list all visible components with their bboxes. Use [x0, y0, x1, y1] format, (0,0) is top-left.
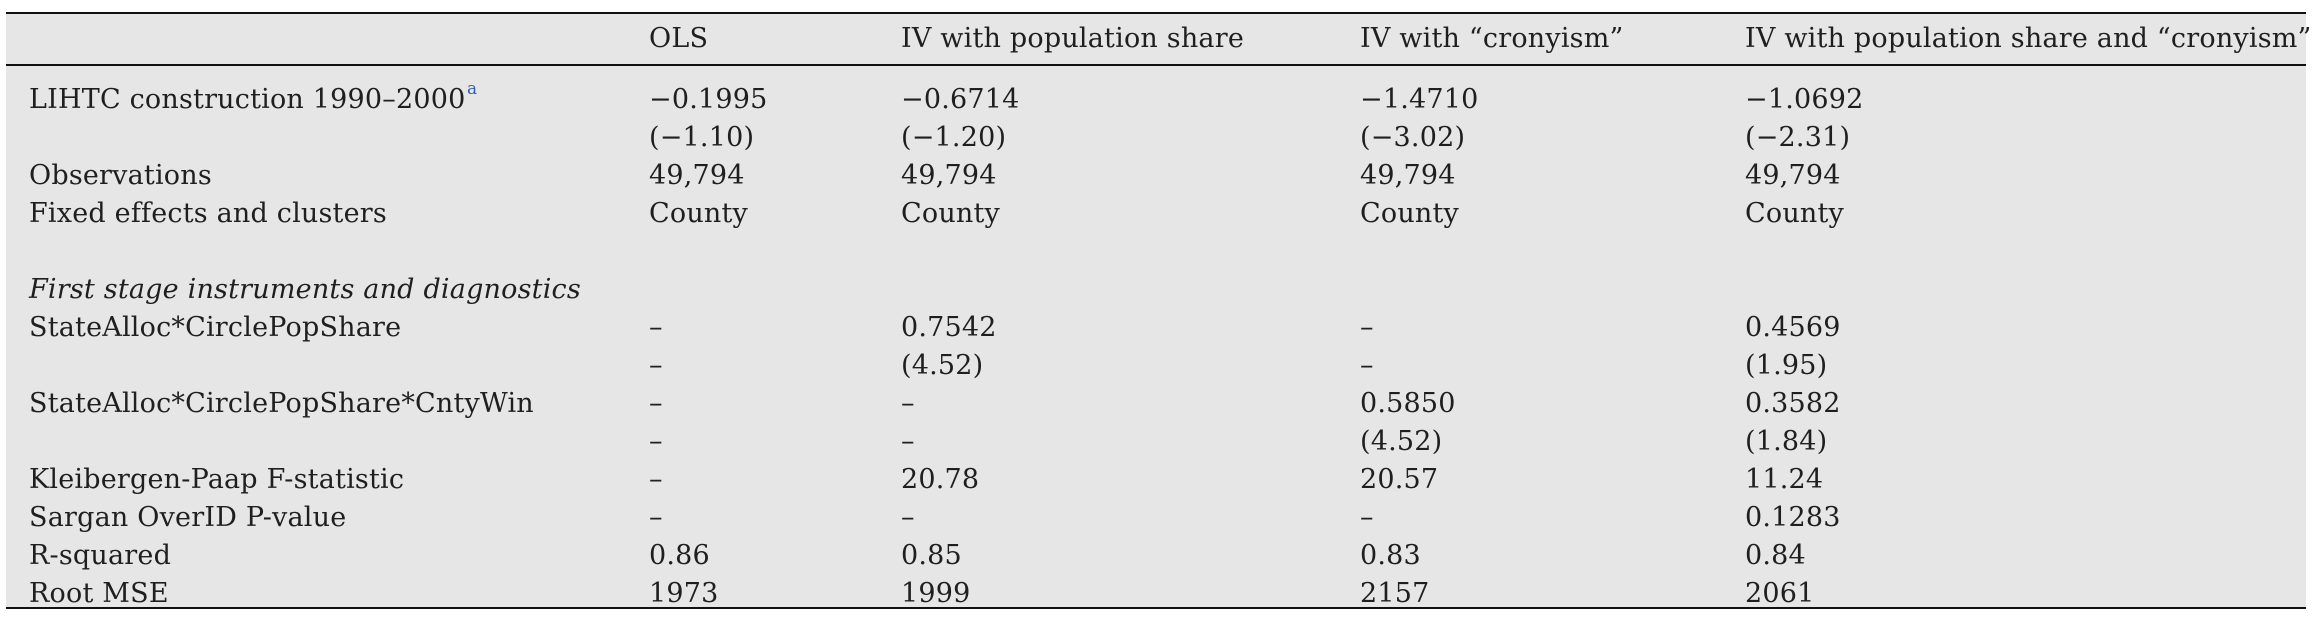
table-cell: 0.5850 — [1360, 388, 1456, 419]
table-cell: – — [649, 502, 663, 533]
row-label: Kleibergen-Paap F-statistic — [29, 464, 405, 495]
table-cell: (−2.31) — [1745, 122, 1851, 153]
header-iv-cronyism: IV with “cronyism” — [1360, 23, 1624, 54]
table-body: LIHTC construction 1990–2000 a −0.1995 −0.6… — [6, 66, 2306, 609]
table-cell: (1.84) — [1745, 426, 1828, 457]
row-label: Root MSE — [29, 578, 169, 609]
table-cell: 49,794 — [649, 160, 745, 191]
table-row: LIHTC construction 1990–2000 a −0.1995 −0.6… — [6, 81, 2306, 119]
table-cell: (1.95) — [1745, 350, 1828, 381]
table-cell: 49,794 — [1745, 160, 1841, 191]
row-label: Fixed effects and clusters — [29, 198, 387, 229]
table-row: StateAlloc*CirclePopShare – 0.7542 – 0.4569 — [6, 309, 2306, 347]
table-cell: 0.4569 — [1745, 312, 1841, 343]
table-cell: – — [901, 426, 915, 457]
table-cell: County — [1360, 198, 1459, 229]
table-row: Root MSE 1973 1999 2157 2061 — [6, 575, 2306, 613]
table-cell: 49,794 — [901, 160, 997, 191]
row-label: Sargan OverID P-value — [29, 502, 347, 533]
table-cell: 20.57 — [1360, 464, 1439, 495]
table-cell: 2157 — [1360, 578, 1430, 609]
table-cell: (4.52) — [1360, 426, 1443, 457]
table-cell: County — [901, 198, 1000, 229]
table-row: First stage instruments and diagnostics — [6, 271, 2306, 309]
table-cell: – — [649, 388, 663, 419]
table-cell: 20.78 — [901, 464, 980, 495]
table-cell: (4.52) — [901, 350, 984, 381]
table-cell: – — [649, 350, 663, 381]
table-row: Kleibergen-Paap F-statistic – 20.78 20.57 11… — [6, 461, 2306, 499]
table-row: (−1.10) (−1.20) (−3.02) (−2.31) — [6, 119, 2306, 157]
table-cell: (−3.02) — [1360, 122, 1466, 153]
table-cell: 0.85 — [901, 540, 962, 571]
table-cell: – — [1360, 312, 1374, 343]
table-row: Sargan OverID P-value – – – 0.1283 — [6, 499, 2306, 537]
row-label: Observations — [29, 160, 212, 191]
table-cell: 2061 — [1745, 578, 1815, 609]
table-cell: −0.1995 — [649, 84, 768, 115]
table-cell: −1.4710 — [1360, 84, 1479, 115]
table-cell: – — [649, 464, 663, 495]
table-row: R-squared 0.86 0.85 0.83 0.84 — [6, 537, 2306, 575]
table-row — [6, 233, 2306, 271]
table-cell: County — [1745, 198, 1844, 229]
row-label: LIHTC construction 1990–2000 — [29, 84, 466, 115]
table-cell: County — [649, 198, 748, 229]
table-cell: 0.84 — [1745, 540, 1806, 571]
table-row: – – (4.52) (1.84) — [6, 423, 2306, 461]
row-label: StateAlloc*CirclePopShare*CntyWin — [29, 388, 534, 419]
table-cell: – — [901, 388, 915, 419]
table-cell: −1.0692 — [1745, 84, 1864, 115]
table-cell: – — [649, 312, 663, 343]
table-cell: 0.3582 — [1745, 388, 1841, 419]
table-row: – (4.52) – (1.95) — [6, 347, 2306, 385]
table-cell: – — [1360, 350, 1374, 381]
row-label: First stage instruments and diagnostics — [29, 274, 581, 305]
table-row: Fixed effects and clusters County County Co… — [6, 195, 2306, 233]
table-row: Observations 49,794 49,794 49,794 49,794 — [6, 157, 2306, 195]
table-cell: 0.1283 — [1745, 502, 1841, 533]
row-label: StateAlloc*CirclePopShare — [29, 312, 402, 343]
table-cell: 49,794 — [1360, 160, 1456, 191]
header-ols: OLS — [649, 23, 709, 54]
table-cell: – — [1360, 502, 1374, 533]
table-cell: 1973 — [649, 578, 719, 609]
table-cell: – — [649, 426, 663, 457]
table-cell: (−1.20) — [901, 122, 1007, 153]
table-cell: −0.6714 — [901, 84, 1020, 115]
header-iv-population-share-and-cronyism: IV with population share and “cronyism” — [1745, 23, 2312, 54]
row-label: R-squared — [29, 540, 172, 571]
table-cell: (−1.10) — [649, 122, 755, 153]
table-cell: – — [901, 502, 915, 533]
regression-table: OLS IV with population share IV with “cr… — [6, 12, 2311, 609]
table-cell: 1999 — [901, 578, 971, 609]
table-cell: 11.24 — [1745, 464, 1824, 495]
table-cell: 0.86 — [649, 540, 710, 571]
table-cell: 0.83 — [1360, 540, 1421, 571]
table-header-row: OLS IV with population share IV with “cr… — [6, 12, 2311, 66]
table-row: StateAlloc*CirclePopShare*CntyWin – – 0.585… — [6, 385, 2306, 423]
header-iv-population-share: IV with population share — [901, 23, 1244, 54]
table-cell: 0.7542 — [901, 312, 997, 343]
